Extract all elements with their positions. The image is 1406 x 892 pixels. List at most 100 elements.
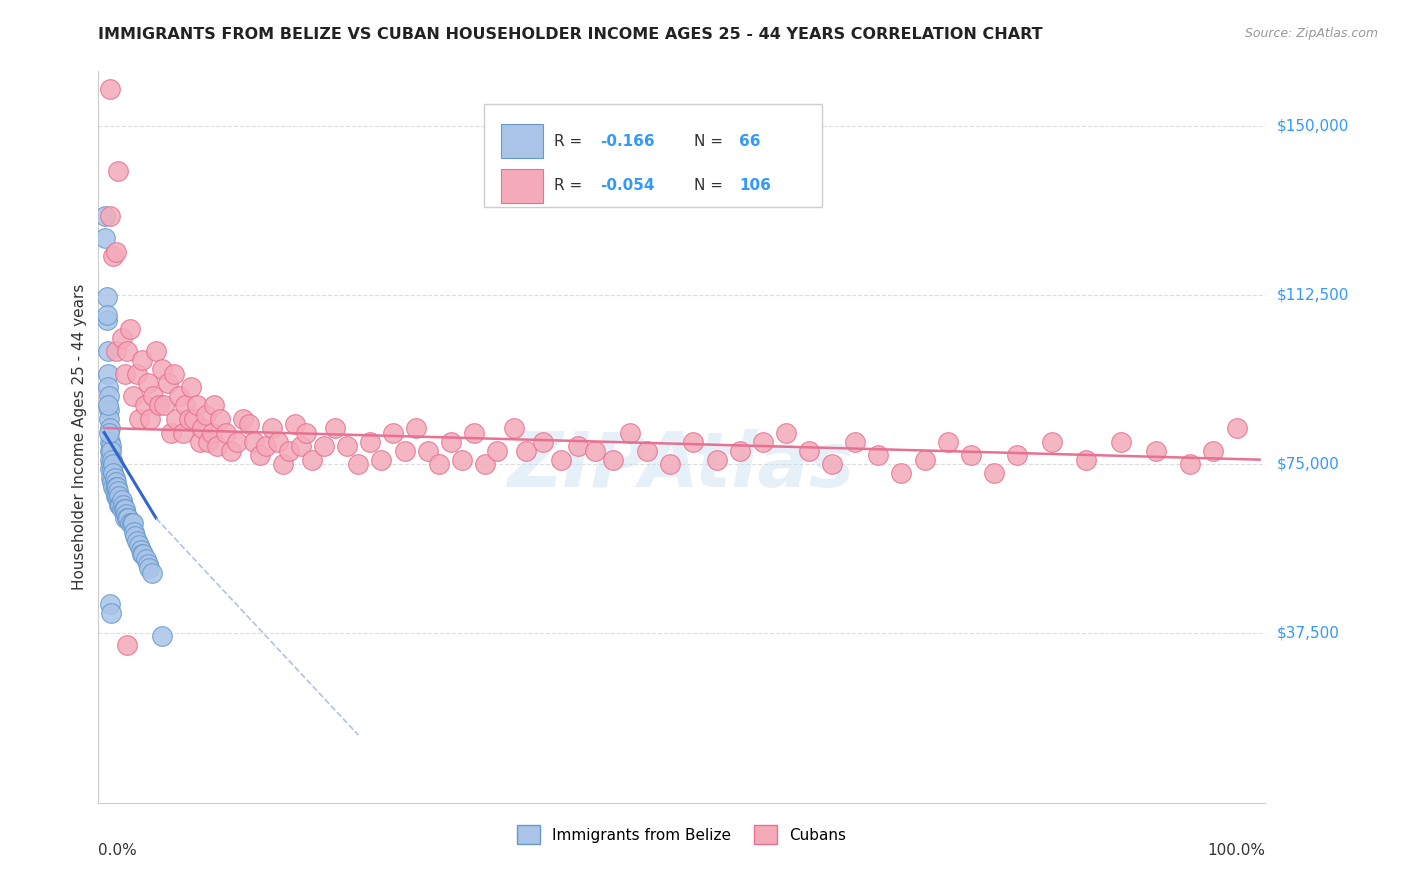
Point xyxy=(104,480,127,494)
Point xyxy=(124,529,146,543)
Point xyxy=(214,425,236,440)
Point xyxy=(583,443,606,458)
Point xyxy=(1225,421,1247,435)
Point xyxy=(122,389,145,403)
Point xyxy=(122,516,145,530)
Point xyxy=(138,561,160,575)
Point xyxy=(172,425,194,440)
Text: 66: 66 xyxy=(740,134,761,149)
Point xyxy=(347,457,370,471)
Point xyxy=(659,457,682,471)
Point xyxy=(101,452,124,467)
Text: -0.166: -0.166 xyxy=(600,134,655,149)
Point xyxy=(706,452,728,467)
Point xyxy=(100,443,122,458)
Point xyxy=(101,461,124,475)
Text: 100.0%: 100.0% xyxy=(1208,843,1265,858)
Point xyxy=(150,629,173,643)
Point xyxy=(103,457,125,471)
Point xyxy=(936,434,959,449)
Text: $37,500: $37,500 xyxy=(1277,626,1340,641)
Point xyxy=(103,466,125,480)
Text: -0.054: -0.054 xyxy=(600,178,655,194)
Point xyxy=(105,480,128,494)
Point xyxy=(197,434,219,449)
Point xyxy=(136,557,159,571)
Point xyxy=(290,439,312,453)
Point xyxy=(100,471,122,485)
Point xyxy=(136,376,159,390)
Text: 0.0%: 0.0% xyxy=(98,843,138,858)
Point xyxy=(97,412,120,426)
Point xyxy=(1180,457,1202,471)
Point xyxy=(100,606,122,620)
Point xyxy=(110,331,132,345)
Point xyxy=(128,412,150,426)
Point xyxy=(112,502,135,516)
Point xyxy=(284,417,307,431)
Text: N =: N = xyxy=(693,178,727,194)
Point xyxy=(370,452,392,467)
Point xyxy=(98,443,121,458)
Point xyxy=(221,443,243,458)
Point xyxy=(295,425,318,440)
Point xyxy=(959,448,981,462)
Point xyxy=(153,399,176,413)
Point xyxy=(156,376,179,390)
Point xyxy=(104,471,127,485)
Point xyxy=(890,466,912,480)
Point xyxy=(844,434,866,449)
Point xyxy=(619,425,641,440)
Point xyxy=(104,475,127,490)
Point xyxy=(226,434,249,449)
Point xyxy=(249,448,271,462)
Point xyxy=(108,489,131,503)
Point xyxy=(142,389,165,403)
Point xyxy=(98,461,121,475)
Point xyxy=(104,344,127,359)
Point xyxy=(1005,448,1028,462)
Point xyxy=(110,502,132,516)
Point xyxy=(129,543,152,558)
Point xyxy=(682,434,704,449)
Point xyxy=(1202,443,1225,458)
Point xyxy=(254,439,277,453)
Text: ZIPAtlas: ZIPAtlas xyxy=(508,429,856,503)
Text: N =: N = xyxy=(693,134,727,149)
Point xyxy=(260,421,283,435)
Point xyxy=(180,380,202,394)
Point xyxy=(1109,434,1132,449)
Point xyxy=(160,425,183,440)
Text: Source: ZipAtlas.com: Source: ZipAtlas.com xyxy=(1244,27,1378,40)
FancyBboxPatch shape xyxy=(501,169,543,202)
Point xyxy=(567,439,589,453)
Text: 106: 106 xyxy=(740,178,770,194)
Point xyxy=(202,399,225,413)
Point xyxy=(323,421,346,435)
Point xyxy=(186,399,208,413)
Point xyxy=(97,403,120,417)
Point xyxy=(165,412,187,426)
Point xyxy=(104,484,127,499)
Point xyxy=(868,448,890,462)
Point xyxy=(108,498,131,512)
Point xyxy=(394,443,416,458)
Y-axis label: Householder Income Ages 25 - 44 years: Householder Income Ages 25 - 44 years xyxy=(72,284,87,591)
Point xyxy=(111,498,134,512)
Point xyxy=(821,457,844,471)
Point xyxy=(97,344,120,359)
Point xyxy=(110,498,132,512)
Point xyxy=(602,452,624,467)
Point xyxy=(96,308,118,322)
Point xyxy=(359,434,381,449)
Point xyxy=(145,344,167,359)
Text: IMMIGRANTS FROM BELIZE VS CUBAN HOUSEHOLDER INCOME AGES 25 - 44 YEARS CORRELATIO: IMMIGRANTS FROM BELIZE VS CUBAN HOUSEHOL… xyxy=(98,27,1043,42)
Point xyxy=(150,362,173,376)
Point xyxy=(486,443,509,458)
Point xyxy=(122,524,145,539)
Point xyxy=(177,412,200,426)
Point xyxy=(440,434,463,449)
Text: R =: R = xyxy=(554,178,586,194)
Point xyxy=(266,434,288,449)
Point xyxy=(162,367,184,381)
